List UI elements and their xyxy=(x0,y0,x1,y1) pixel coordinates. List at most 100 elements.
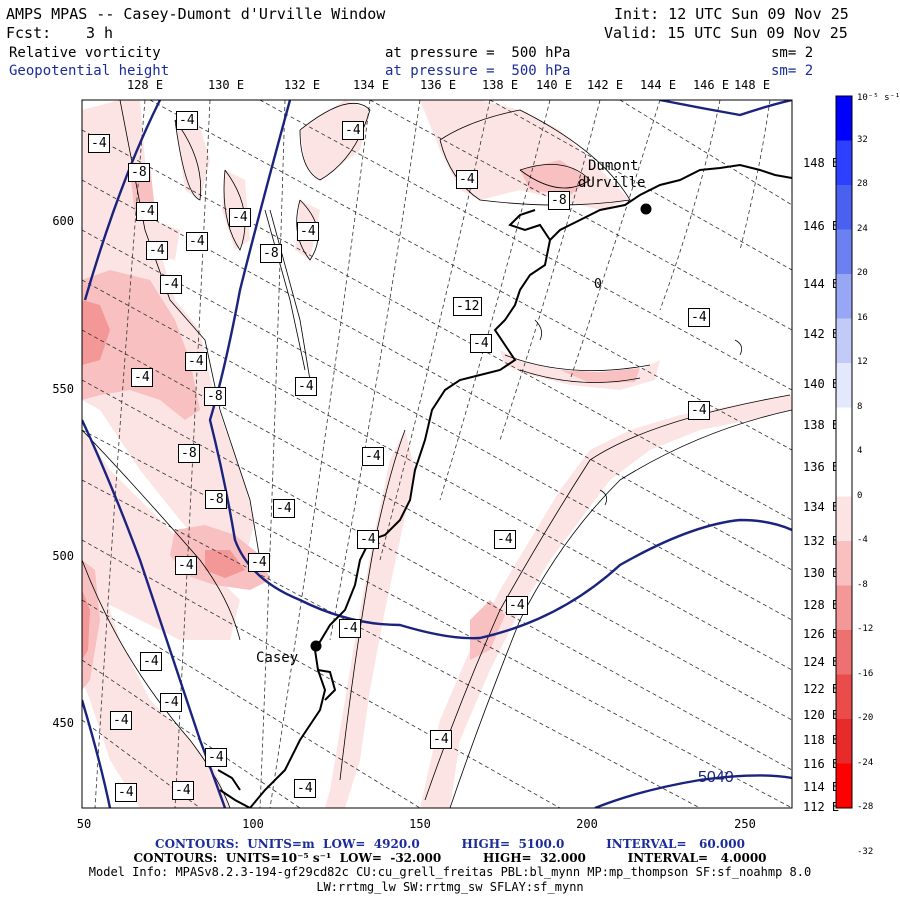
colorbar-label: 24 xyxy=(857,223,868,234)
station-name-line: dUrville xyxy=(578,175,646,191)
colorbar-unit: 10⁻⁵ s⁻¹ xyxy=(857,93,900,103)
vorticity-label: -4 xyxy=(456,170,478,189)
vorticity-label: -4 xyxy=(110,711,132,730)
right-longitude-label: 140 E xyxy=(803,377,840,391)
vorticity-label: -8 xyxy=(178,444,200,463)
valid-time: Valid: 15 UTC Sun 09 Nov 25 xyxy=(604,24,848,42)
init-time: Init: 12 UTC Sun 09 Nov 25 xyxy=(614,5,849,23)
vorticity-label: -4 xyxy=(172,781,194,800)
top-longitude-label: 142 E xyxy=(586,78,624,92)
station-marker-casey xyxy=(310,640,322,652)
colorbar-label: -16 xyxy=(857,668,874,679)
right-longitude-label: 142 E xyxy=(803,327,840,341)
vorticity-label: -4 xyxy=(115,783,137,802)
vorticity-shading-strong xyxy=(82,300,245,660)
field2-level: at pressure = 500 hPa xyxy=(385,63,571,79)
right-longitude-label: 136 E xyxy=(803,460,840,474)
y-axis-label: 500 xyxy=(52,549,74,563)
right-longitude-label: 122 E xyxy=(803,682,840,696)
colorbar-label: -12 xyxy=(857,624,874,634)
footer-model-info: Model Info: MPASv8.2.3-194-gf29cd82c CU:… xyxy=(88,865,812,879)
colorbar-label: -4 xyxy=(857,535,868,545)
top-longitude-label: 136 E xyxy=(419,78,457,92)
colorbar-label: -20 xyxy=(857,713,874,723)
vorticity-label: -12 xyxy=(453,297,483,316)
right-longitude-label: 116 E xyxy=(803,757,840,771)
right-longitude-label: 118 E xyxy=(803,733,840,747)
colorbar-label: 8 xyxy=(857,401,863,412)
forecast-hour: 3 h xyxy=(86,24,114,42)
vorticity-label: -4 xyxy=(339,619,361,638)
right-longitude-label: 148 E xyxy=(803,156,840,170)
vorticity-label: -8 xyxy=(204,387,226,406)
vorticity-label: -4 xyxy=(160,275,182,294)
x-axis-label: 50 xyxy=(76,817,92,831)
station-marker-dumont-durville xyxy=(640,203,652,215)
right-longitude-label: 146 E xyxy=(803,219,840,233)
vorticity-label: -4 xyxy=(186,232,208,251)
footer-line: CONTOURS: UNITS=m LOW= 4920.0 HIGH= 5100… xyxy=(155,837,745,851)
colorbar-label: -8 xyxy=(857,579,868,590)
vorticity-label: -4 xyxy=(430,730,452,749)
vorticity-label: -4 xyxy=(470,334,492,353)
station-name-line: Dumont xyxy=(588,158,639,174)
vorticity-label: -4 xyxy=(494,530,516,549)
vorticity-label: -8 xyxy=(260,244,282,263)
coastline xyxy=(217,163,792,808)
vorticity-label: -4 xyxy=(297,222,319,241)
vorticity-label: -4 xyxy=(506,596,528,615)
colorbar-label: 28 xyxy=(857,179,868,189)
top-longitude-label: 140 E xyxy=(535,78,573,92)
top-longitude-label: 148 E xyxy=(733,78,771,92)
vorticity-label: -4 xyxy=(273,499,295,518)
vorticity-label: -4 xyxy=(131,368,153,387)
vorticity-label: -4 xyxy=(176,111,198,130)
forecast-label: Fcst: xyxy=(6,24,52,42)
right-longitude-label: 112 E xyxy=(803,800,840,814)
vorticity-label: -4 xyxy=(136,202,158,221)
field2-smoothing: sm= 2 xyxy=(771,63,814,79)
x-axis-label: 250 xyxy=(734,817,756,831)
colorbar-label: 16 xyxy=(857,312,868,323)
field1-level: at pressure = 500 hPa xyxy=(385,45,571,61)
top-longitude-label: 146 E xyxy=(692,78,730,92)
vorticity-label: -8 xyxy=(205,490,227,509)
colorbar-label: -24 xyxy=(857,757,874,768)
colorbar-label: 20 xyxy=(857,268,868,278)
right-longitude-label: 124 E xyxy=(803,655,840,669)
footer-vorticity-contours: CONTOURS: UNITS=10⁻⁵ s⁻¹ LOW= -32.000 HI… xyxy=(0,851,900,865)
x-axis-label: 150 xyxy=(409,817,431,831)
top-longitude-label: 138 E xyxy=(481,78,519,92)
y-axis-label: 550 xyxy=(52,382,74,396)
top-longitude-label: 132 E xyxy=(283,78,321,92)
x-axis-label: 200 xyxy=(576,817,598,831)
field1-smoothing: sm= 2 xyxy=(771,45,814,61)
vorticity-label: -4 xyxy=(175,556,197,575)
footer-height-contours: CONTOURS: UNITS=m LOW= 4920.0 HIGH= 5100… xyxy=(0,837,900,851)
vorticity-label: -4 xyxy=(160,693,182,712)
vorticity-label: -4 xyxy=(229,208,251,227)
station-label-casey: Casey xyxy=(256,650,299,666)
top-longitude-label: 134 E xyxy=(352,78,390,92)
colorbar-label: 4 xyxy=(857,446,863,456)
vorticity-label: -4 xyxy=(140,652,162,671)
vorticity-label: -4 xyxy=(88,134,110,153)
vorticity-label: -4 xyxy=(688,401,710,420)
field1-name: Relative vorticity xyxy=(9,45,161,61)
x-axis-label: 100 xyxy=(242,817,264,831)
colorbar-label: -32 xyxy=(857,846,874,857)
right-longitude-label: 138 E xyxy=(803,418,840,432)
colorbar-label: 32 xyxy=(857,134,868,145)
vorticity-label: -4 xyxy=(185,352,207,371)
right-longitude-label: 134 E xyxy=(803,500,840,514)
vorticity-contours xyxy=(82,100,792,808)
vorticity-label: -8 xyxy=(128,163,150,182)
plot-title: AMPS MPAS -- Casey-Dumont d'Urville Wind… xyxy=(6,5,386,23)
top-longitude-label: 128 E xyxy=(126,78,164,92)
station-label-dumont-durville: Dumont dUrville xyxy=(578,158,645,192)
y-axis-label: 450 xyxy=(52,716,74,730)
footer-physics-info: LW:rrtmg_lw SW:rrtmg_sw SFLAY:sf_mynn xyxy=(316,880,584,894)
field2-name: Geopotential height xyxy=(9,63,170,79)
vorticity-label: -4 xyxy=(248,553,270,572)
